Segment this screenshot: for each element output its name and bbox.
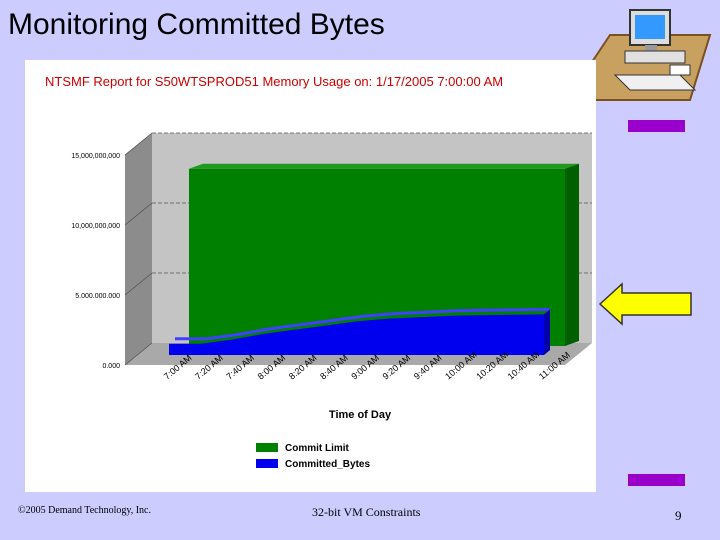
- chart-title: NTSMF Report for S50WTSPROD51 Memory Usa…: [45, 74, 504, 89]
- y-tick-label: 10,000,000,000: [71, 223, 120, 230]
- legend-swatch: [256, 443, 278, 452]
- committed-bytes-side: [544, 309, 550, 355]
- y-tick-label: 15,000,000,000: [71, 153, 120, 160]
- arrow-right-icon: [598, 282, 692, 326]
- y-tick-label: 0.000: [102, 363, 120, 370]
- computer-icon: [589, 9, 712, 101]
- accent-bar-top: [628, 120, 685, 132]
- legend-label: Committed_Bytes: [285, 459, 370, 470]
- commit-limit-side: [565, 163, 579, 346]
- gridline-diagonal: [124, 272, 153, 296]
- slide-title: Monitoring Committed Bytes: [8, 8, 385, 41]
- copyright-footer: ©2005 Demand Technology, Inc.: [18, 505, 151, 516]
- committed-bytes-top-edge: [175, 307, 551, 341]
- accent-bar-bottom: [628, 474, 685, 486]
- legend-label: Commit Limit: [285, 443, 350, 454]
- chart-side-wall: [125, 133, 152, 365]
- page-number: 9: [675, 508, 682, 523]
- gridline-diagonal: [124, 132, 153, 156]
- legend-swatch: [256, 459, 278, 468]
- y-tick-label: 5.000.000.000: [75, 293, 120, 300]
- x-axis-title: Time of Day: [329, 409, 392, 421]
- slide-footer-title: 32-bit VM Constraints: [312, 505, 421, 519]
- commit-limit-top: [189, 163, 579, 169]
- area-chart: 0.000 5.000.000.000 10,000,000,000 15,000,0…: [71, 132, 592, 470]
- chart-panel: 0.000 5.000.000.000 10,000,000,000 15,000,0…: [25, 60, 596, 492]
- committed-bytes-area: [169, 314, 544, 355]
- gridline-diagonal: [124, 342, 153, 366]
- gridline-diagonal: [124, 202, 153, 226]
